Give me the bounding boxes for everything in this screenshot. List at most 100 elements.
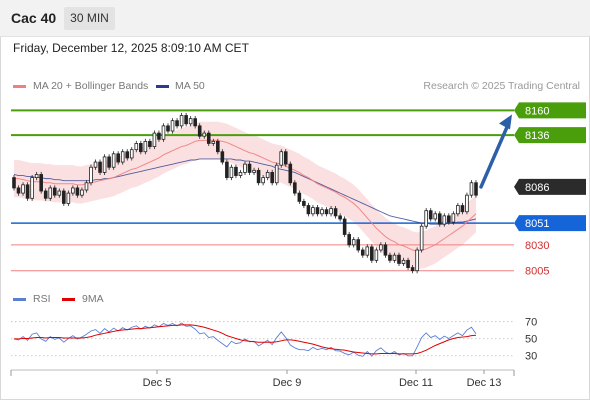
candle-body [401, 259, 406, 264]
candle-body [474, 182, 478, 196]
candle-body [297, 192, 302, 202]
candle-body [265, 172, 270, 178]
candle-body [428, 210, 433, 220]
timeframe-button[interactable]: 30 MIN [64, 7, 115, 30]
credit-text: Research © 2025 Trading Central [423, 80, 580, 92]
candle-body [216, 140, 220, 153]
candle-body [225, 161, 229, 178]
candle-body [442, 215, 447, 225]
candle-body [166, 125, 170, 132]
candle-body [279, 151, 284, 166]
candle-body [451, 213, 456, 223]
candle-body [320, 209, 324, 215]
candle-body [370, 246, 374, 261]
candle-body [283, 151, 288, 165]
time-tick-label: Dec 5 [143, 377, 172, 389]
candle-body [220, 151, 225, 163]
candle-body [274, 164, 279, 184]
level-tag-8086 [514, 178, 586, 195]
candle-body [360, 249, 365, 256]
candle-body [329, 208, 333, 215]
level-value-8086: 8086 [525, 182, 549, 194]
candle-body [410, 267, 415, 272]
forecast-arrow-shaft [479, 120, 511, 189]
candle-body [211, 140, 216, 144]
candle-body [365, 246, 370, 256]
candle-body [25, 184, 30, 199]
candle-body [16, 187, 21, 194]
forecast-arrow-head [499, 114, 512, 130]
candle-body [293, 182, 297, 194]
candle-body [256, 169, 261, 184]
candle-body [347, 234, 351, 246]
candle-body [48, 187, 53, 199]
candle-body [152, 132, 157, 147]
candle-body [406, 259, 410, 268]
candle-body [80, 189, 84, 196]
candle-body [374, 249, 379, 261]
candle-body [66, 192, 71, 204]
candle-body [306, 205, 311, 215]
candle-body [447, 215, 451, 223]
ma50-legend-label: MA 50 [175, 80, 205, 92]
symbol-title: Cac 40 [11, 10, 57, 26]
chart-header: Cac 40 30 MIN [0, 0, 590, 37]
candle-body [12, 177, 16, 189]
time-tick-label: Dec 13 [467, 377, 502, 389]
candle-body [43, 190, 48, 199]
rsi-legend-swatch [13, 298, 26, 301]
candle-body [111, 153, 116, 168]
candle-body [238, 172, 243, 176]
level-tag-8051 [514, 215, 586, 232]
ma20-legend-swatch [13, 85, 26, 88]
candle-body [315, 207, 320, 215]
bollinger-band [14, 121, 476, 270]
candle-body [84, 182, 89, 191]
candle-body [98, 161, 102, 173]
candle-body [397, 254, 401, 264]
candle-body [469, 182, 474, 196]
candle-body [206, 132, 211, 144]
candle-body [197, 125, 202, 137]
candle-body [179, 115, 184, 127]
candle-body [39, 174, 43, 192]
level-value-8051: 8051 [525, 218, 549, 230]
level-value-8005: 8005 [525, 266, 549, 278]
candle-body [356, 239, 361, 251]
candle-body [21, 184, 25, 194]
candle-body [62, 190, 66, 204]
candle-body [379, 244, 383, 251]
candle-body [161, 125, 166, 140]
candle-body [193, 118, 197, 127]
candle-body [243, 163, 247, 173]
time-tick-label: Dec 11 [399, 377, 433, 389]
candle-body [102, 156, 107, 173]
candle-body [437, 213, 442, 225]
candle-body [342, 218, 347, 235]
candle-body [175, 120, 179, 127]
candle-body [338, 215, 342, 220]
chart-datetime: Friday, December 12, 2025 8:09:10 AM CET [13, 41, 249, 55]
candle-body [71, 187, 75, 194]
rsi-legend-label: RSI [33, 293, 51, 305]
candle-body [30, 177, 34, 199]
candle-body [460, 205, 465, 213]
candle-body [424, 210, 428, 227]
level-value-8160: 8160 [525, 105, 549, 117]
rsi-ma-legend-swatch [62, 298, 75, 301]
candle-body [148, 140, 152, 147]
candle-body [465, 194, 469, 213]
time-tick-label: Dec 9 [273, 377, 302, 389]
candle-body [388, 254, 392, 261]
candle-body [333, 208, 338, 217]
candle-body [57, 190, 62, 196]
candle-body [433, 213, 438, 220]
rsi-ma-line [14, 324, 477, 355]
candle-body [134, 143, 139, 151]
candle-body [288, 163, 293, 184]
level-value-8136: 8136 [525, 130, 549, 142]
ma20-legend-label: MA 20 + Bollinger Bands [33, 80, 149, 92]
candle-body [120, 151, 125, 163]
candle-body [261, 177, 265, 184]
